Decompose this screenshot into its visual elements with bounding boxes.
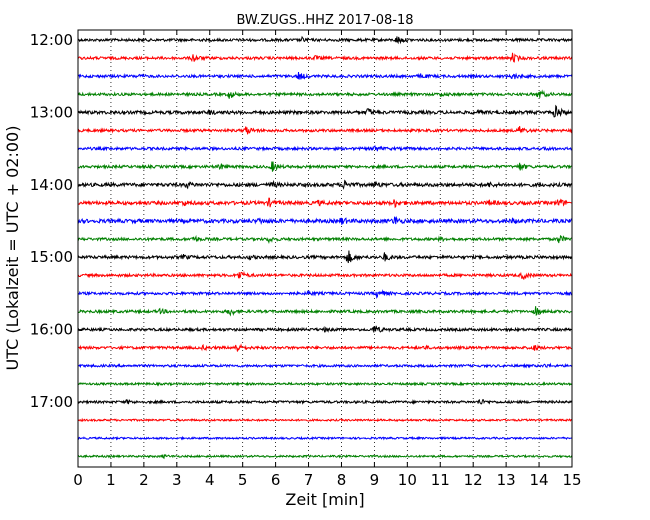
y-tick-label: 14:00 [30,176,73,194]
seismic-trace [77,306,572,317]
x-tick-label: 8 [337,471,347,489]
x-tick-label: 11 [431,471,450,489]
seismic-trace [77,381,573,387]
y-axis-label: UTC (Lokalzeit = UTC + 02:00) [3,126,22,371]
y-tick-label: 13:00 [30,103,73,121]
seismic-trace [77,362,573,369]
y-tick-label: 12:00 [30,31,73,49]
x-tick-label: 3 [172,471,182,489]
x-tick-label: 14 [530,471,549,489]
y-tick-label: 15:00 [30,248,73,266]
y-tick-label: 17:00 [30,393,73,411]
axis-layer: 0 1 2 3 4 5 6 7 8 9 10 11 12 13 14 1512:0013:0014:0015:… [30,30,582,489]
seismic-trace [77,145,572,152]
seismic-trace [77,435,573,441]
trace-layer [77,35,573,460]
seismic-trace [77,250,573,264]
x-tick-label: 15 [562,471,581,489]
seismic-trace [77,398,572,405]
grid-layer [110,30,540,467]
x-tick-label: 0 [73,471,83,489]
seismic-trace [77,35,573,45]
chart-title: BW.ZUGS..HHZ 2017-08-18 [236,13,413,28]
seismic-trace [77,234,573,245]
seismic-trace [77,417,572,423]
seismic-trace [77,343,572,352]
seismic-trace [77,270,573,280]
seismic-trace [77,215,573,225]
x-tick-label: 1 [106,471,116,489]
seismic-trace [77,71,573,80]
seismic-trace [77,161,573,172]
seismic-trace [77,197,572,209]
x-tick-label: 4 [205,471,215,489]
x-tick-label: 6 [271,471,281,489]
seismic-trace [77,52,573,63]
y-tick-label: 16:00 [30,321,73,339]
x-tick-label: 9 [370,471,380,489]
seismic-trace [77,325,572,333]
x-axis-label: Zeit [min] [285,490,364,509]
seismic-trace [77,104,573,118]
seismic-trace [77,125,573,135]
seismic-trace [77,453,573,460]
seismic-trace [77,89,573,99]
x-tick-label: 2 [139,471,149,489]
x-tick-label: 7 [304,471,314,489]
x-tick-label: 10 [398,471,417,489]
x-tick-label: 5 [238,471,248,489]
seismic-trace [77,289,573,299]
x-tick-label: 13 [497,471,516,489]
x-tick-label: 12 [464,471,483,489]
seismic-trace [77,179,572,190]
plot-frame [77,29,573,468]
